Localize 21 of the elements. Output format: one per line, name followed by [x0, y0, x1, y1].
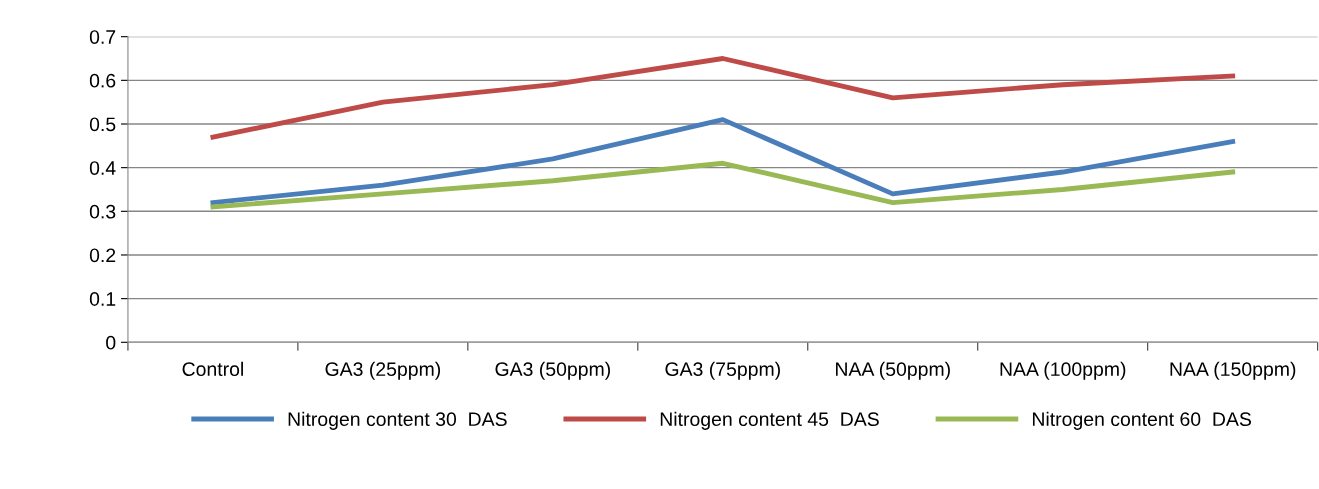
y-tick-label: 0.1 — [89, 292, 116, 306]
y-tick-label: 0.6 — [89, 73, 116, 88]
y-tick-label: 0.7 — [89, 30, 116, 44]
x-tick-label: NAA (100ppm) — [1000, 361, 1126, 380]
y-tick-label: 0.2 — [89, 248, 116, 263]
x-tick-label: GA3 (25ppm) — [325, 361, 441, 380]
x-tick-label: NAA (150ppm) — [1170, 361, 1296, 380]
legend-label: Nitrogen content 30 DAS — [288, 411, 507, 430]
y-tick-label: 0 — [106, 335, 116, 350]
y-tick-label: 0.3 — [89, 204, 116, 219]
y-tick-label: 0.5 — [89, 117, 116, 132]
y-tick-label: 0.4 — [89, 161, 116, 175]
x-tick-label: NAA (50ppm) — [836, 361, 950, 380]
x-tick-label: GA3 (50ppm) — [495, 361, 610, 380]
legend-label: Nitrogen content 60 DAS — [1032, 411, 1251, 430]
line-series — [210, 160, 1236, 210]
line-series — [210, 117, 1236, 206]
x-tick-label: Control — [182, 361, 243, 377]
legend-label: Nitrogen content 45 DAS — [660, 411, 879, 430]
line-series — [210, 56, 1236, 140]
x-tick-label: GA3 (75ppm) — [665, 361, 780, 380]
